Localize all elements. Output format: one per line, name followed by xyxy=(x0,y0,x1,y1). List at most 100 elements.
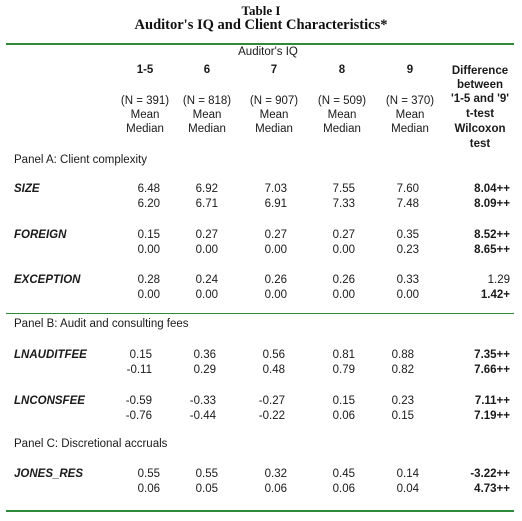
cell-median: 0.00 xyxy=(137,289,160,301)
cell-median: 0.00 xyxy=(137,244,160,256)
col-label-9: 9 xyxy=(406,64,414,76)
cell-median: 0.48 xyxy=(262,364,285,376)
cell-median: 0.00 xyxy=(264,289,287,301)
panel-a-title: Panel A: Client complexity xyxy=(14,154,147,166)
cell-mean: 0.35 xyxy=(396,229,419,241)
cell-median: -0.44 xyxy=(189,410,216,422)
diff-header-2: between xyxy=(456,79,503,91)
cell-mean: -0.27 xyxy=(258,395,285,407)
col-median-8: Median xyxy=(323,123,361,135)
diff-header-4: t-test xyxy=(465,108,495,120)
cell-median: 0.82 xyxy=(391,364,414,376)
col-label-1-5: 1-5 xyxy=(136,64,154,76)
row-var-lnauditfee: LNAUDITFEE xyxy=(14,349,87,361)
cell-mean: 7.60 xyxy=(396,183,419,195)
cell-mean: 0.23 xyxy=(391,395,414,407)
cell-mean: 7.03 xyxy=(264,183,287,195)
cell-median: 7.48 xyxy=(396,198,419,210)
cell-t-test: 7.11++ xyxy=(474,395,510,407)
cell-mean: 0.45 xyxy=(332,468,355,480)
cell-mean: 0.36 xyxy=(193,349,216,361)
col-mean-7: Mean xyxy=(259,109,289,121)
col-median-9: Median xyxy=(391,123,429,135)
panel-divider xyxy=(6,313,514,314)
top-rule xyxy=(6,43,514,45)
cell-mean: 6.92 xyxy=(195,183,218,195)
cell-median: 0.06 xyxy=(332,483,355,495)
row-var-size: SIZE xyxy=(14,183,40,195)
cell-mean: 0.15 xyxy=(332,395,355,407)
col-median-1-5: Median xyxy=(126,123,164,135)
cell-t-test: 8.04++ xyxy=(474,183,510,195)
bottom-rule xyxy=(6,510,514,512)
cell-median: 0.79 xyxy=(332,364,355,376)
col-label-6: 6 xyxy=(203,64,211,76)
cell-mean: -0.33 xyxy=(189,395,216,407)
cell-wilcoxon: 8.09++ xyxy=(474,198,510,210)
cell-median: -0.76 xyxy=(125,410,152,422)
cell-median: 0.05 xyxy=(195,483,218,495)
col-n-8: (N = 509) xyxy=(317,95,367,107)
cell-median: 0.15 xyxy=(391,410,414,422)
cell-median: 0.00 xyxy=(332,244,355,256)
cell-wilcoxon: 7.66++ xyxy=(474,364,510,376)
col-median-7: Median xyxy=(255,123,293,135)
cell-median: 0.06 xyxy=(137,483,160,495)
cell-median: 0.04 xyxy=(396,483,419,495)
row-var-jones-res: JONES_RES xyxy=(14,468,84,480)
cell-mean: 7.55 xyxy=(332,183,355,195)
cell-mean: 0.27 xyxy=(264,229,287,241)
cell-mean: 0.28 xyxy=(137,274,160,286)
cell-mean: -0.59 xyxy=(125,395,152,407)
panel-c-title: Panel C: Discretional accruals xyxy=(14,438,168,450)
cell-median: 0.00 xyxy=(396,289,419,301)
row-var-exception: EXCEPTION xyxy=(14,274,81,286)
cell-mean: 0.27 xyxy=(195,229,218,241)
cell-mean: 0.27 xyxy=(332,229,355,241)
table-title: Auditor's IQ and Client Characteristics* xyxy=(134,17,388,33)
cell-median: 0.00 xyxy=(195,244,218,256)
cell-mean: 0.24 xyxy=(195,274,218,286)
col-median-6: Median xyxy=(188,123,226,135)
cell-mean: 0.55 xyxy=(137,468,160,480)
col-mean-6: Mean xyxy=(192,109,222,121)
cell-median: 6.91 xyxy=(264,198,287,210)
cell-median: -0.11 xyxy=(126,364,152,376)
cell-wilcoxon: 1.42+ xyxy=(480,289,510,301)
cell-mean: 0.81 xyxy=(332,349,355,361)
cell-median: 6.20 xyxy=(137,198,160,210)
panel-b-title: Panel B: Audit and consulting fees xyxy=(14,318,189,330)
col-n-9: (N = 370) xyxy=(385,95,435,107)
cell-mean: 0.26 xyxy=(332,274,355,286)
cell-mean: 0.56 xyxy=(262,349,285,361)
cell-median: 0.00 xyxy=(264,244,287,256)
col-mean-8: Mean xyxy=(327,109,357,121)
cell-median: 0.23 xyxy=(396,244,419,256)
cell-median: -0.22 xyxy=(258,410,285,422)
diff-header-3: '1-5 and '9' xyxy=(450,93,510,105)
cell-mean: 0.88 xyxy=(391,349,414,361)
cell-mean: 0.26 xyxy=(264,274,287,286)
col-n-1-5: (N = 391) xyxy=(120,95,170,107)
diff-header-6: test xyxy=(469,138,491,150)
cell-t-test: 8.52++ xyxy=(474,229,510,241)
cell-median: 6.71 xyxy=(195,198,218,210)
cell-median: 0.06 xyxy=(264,483,287,495)
cell-mean: 0.14 xyxy=(396,468,419,480)
col-mean-1-5: Mean xyxy=(130,109,160,121)
cell-median: 0.29 xyxy=(193,364,216,376)
cell-t-test: 7.35++ xyxy=(474,349,510,361)
col-mean-9: Mean xyxy=(395,109,425,121)
cell-median: 0.06 xyxy=(332,410,355,422)
group-header: Auditor's IQ xyxy=(238,46,298,58)
row-var-foreign: FOREIGN xyxy=(14,229,67,241)
cell-wilcoxon: 8.65++ xyxy=(474,244,510,256)
col-label-8: 8 xyxy=(338,64,346,76)
cell-median: 7.33 xyxy=(332,198,355,210)
cell-median: 0.00 xyxy=(195,289,218,301)
table-number: Table I xyxy=(241,3,281,18)
row-var-lnconsfee: LNCONSFEE xyxy=(14,395,85,407)
cell-mean: 0.55 xyxy=(195,468,218,480)
cell-mean: 0.15 xyxy=(129,349,152,361)
col-label-7: 7 xyxy=(270,64,278,76)
